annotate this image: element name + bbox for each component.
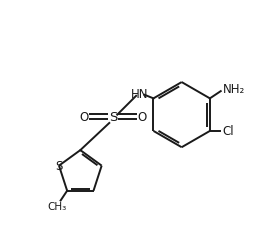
Text: NH₂: NH₂ — [222, 83, 245, 96]
Text: O: O — [137, 111, 146, 123]
Text: O: O — [79, 111, 89, 123]
Text: S: S — [55, 160, 63, 172]
Text: HN: HN — [131, 88, 149, 101]
Text: Cl: Cl — [222, 125, 234, 138]
Text: CH₃: CH₃ — [47, 201, 67, 211]
Text: S: S — [109, 111, 117, 123]
